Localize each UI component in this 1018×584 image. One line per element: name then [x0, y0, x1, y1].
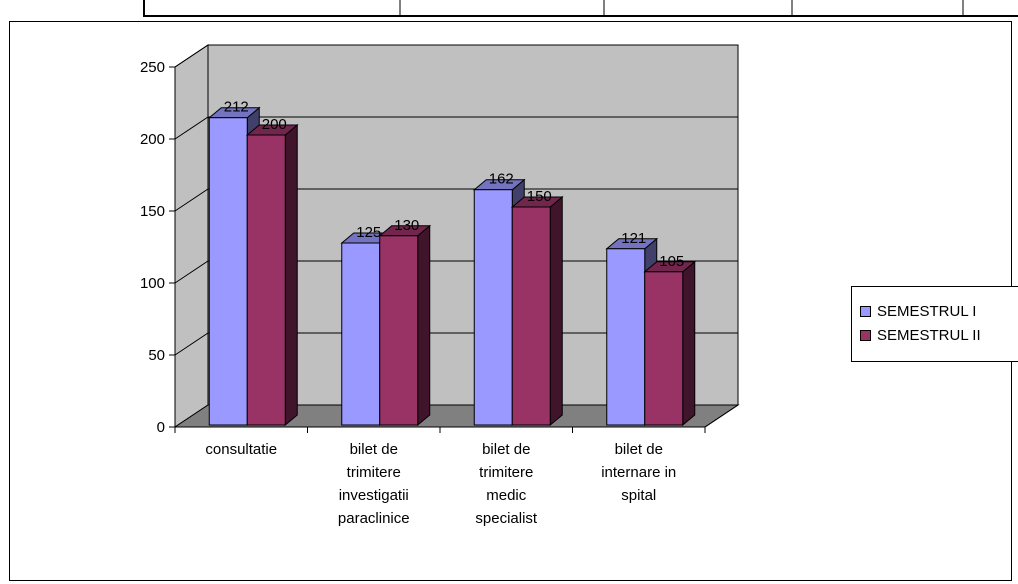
bar — [246, 134, 286, 426]
legend-label: SEMESTRUL I — [877, 302, 977, 320]
x-category-label: bilet de trimitere medic specialist — [475, 441, 538, 527]
bar — [473, 189, 513, 426]
legend-item: SEMESTRUL I — [860, 301, 976, 321]
data-label: 150 — [527, 188, 552, 205]
floor-edge — [704, 404, 739, 428]
gridline — [174, 188, 738, 212]
y-tick-label: 0 — [157, 419, 165, 436]
bar-side — [549, 195, 563, 427]
chart-side-wall — [174, 44, 209, 428]
x-category-label: bilet de internare in spital — [601, 441, 676, 504]
legend-item: SEMESTRUL II — [860, 325, 981, 345]
data-label: 162 — [489, 171, 514, 188]
data-label: 200 — [262, 116, 287, 133]
gridline — [174, 116, 738, 140]
bar-side — [284, 123, 298, 427]
x-category-label-line: investigatii — [339, 487, 409, 504]
gridline — [174, 44, 738, 68]
y-tick-label: 250 — [140, 59, 165, 76]
bar — [379, 235, 419, 426]
x-category-label: consultatie — [205, 441, 277, 458]
data-label: 105 — [659, 253, 684, 270]
x-category-label-line: trimitere — [479, 464, 533, 481]
x-category-label-line: internare in — [601, 464, 676, 481]
x-category-label-line: spital — [621, 487, 656, 504]
data-label: 130 — [394, 217, 419, 234]
x-category-label-line: bilet de — [615, 441, 663, 458]
chart-plot: 0 50 100 150 200 250 212 200 consultatie 125 130 bi… — [140, 44, 740, 527]
y-tick-label: 50 — [148, 347, 165, 364]
x-category-label: bilet de trimitere investigatii paraclinice — [338, 441, 410, 527]
y-tick-label: 100 — [140, 275, 165, 292]
bar-side — [682, 260, 696, 427]
y-tick-label: 150 — [140, 203, 165, 220]
bar — [606, 248, 646, 426]
legend-swatch — [860, 305, 871, 317]
x-category-label-line: consultatie — [205, 441, 277, 458]
x-category-label-line: bilet de — [482, 441, 530, 458]
legend-swatch — [860, 329, 871, 341]
x-category-label-line: paraclinice — [338, 510, 410, 527]
bar — [644, 271, 684, 426]
data-label: 125 — [356, 224, 381, 241]
x-category-label-line: medic — [486, 487, 527, 504]
x-category-label-line: trimitere — [347, 464, 401, 481]
data-label: 212 — [224, 99, 249, 116]
bar-side — [417, 224, 431, 427]
legend-label: SEMESTRUL II — [877, 326, 981, 344]
table-fragment-top — [143, 0, 1018, 17]
bar — [511, 206, 551, 426]
y-tick-label: 200 — [140, 131, 165, 148]
x-category-label-line: specialist — [475, 510, 538, 527]
chart-area: 0 50 100 150 200 250 212 200 consultatie 125 130 bi… — [9, 21, 1018, 581]
chart-legend: SEMESTRUL I SEMESTRUL II — [851, 286, 1018, 362]
x-category-label-line: bilet de — [350, 441, 398, 458]
bar — [208, 117, 248, 426]
data-label: 121 — [621, 230, 646, 247]
bar — [341, 242, 381, 426]
